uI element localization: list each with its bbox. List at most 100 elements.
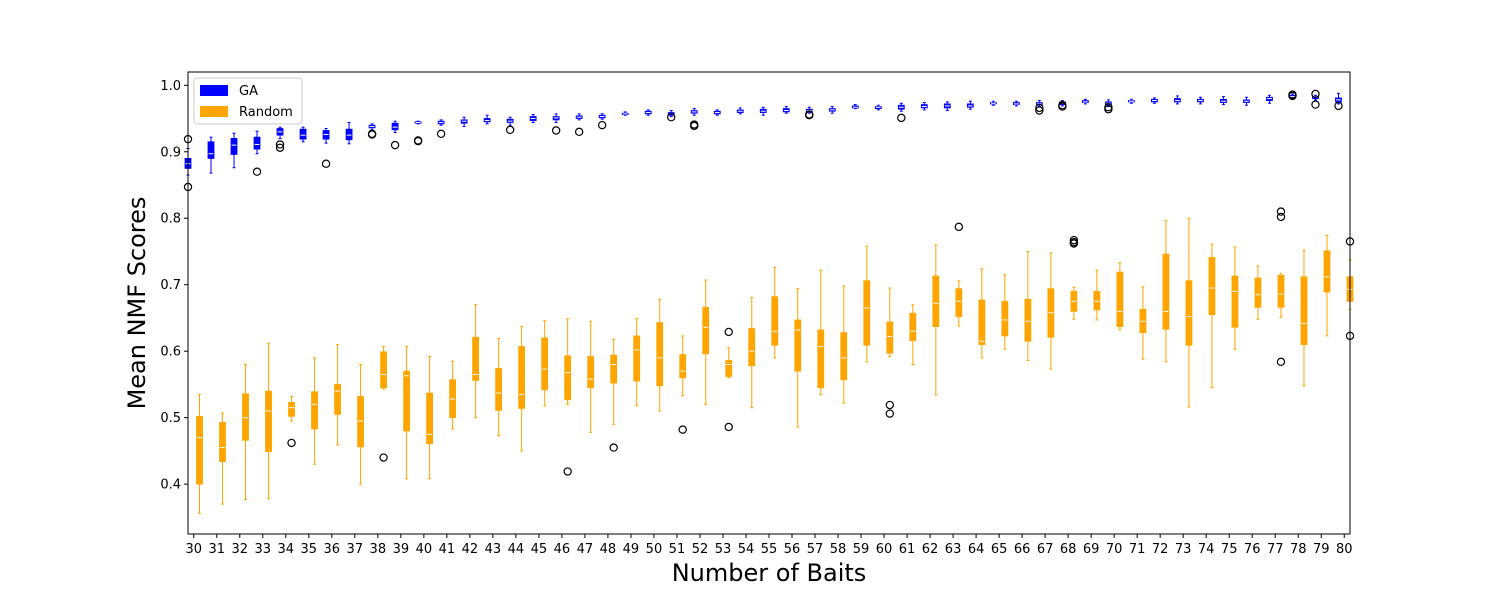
ga-flier — [1035, 106, 1044, 115]
ga-box-group — [667, 110, 676, 122]
ga-box-group — [1243, 96, 1250, 106]
random-flier — [885, 409, 895, 418]
x-tick-label: 66 — [1014, 542, 1031, 557]
random-box-group — [771, 266, 779, 359]
random-box-group — [426, 356, 434, 480]
random-box-group — [656, 298, 664, 412]
ga-box-group — [1220, 96, 1227, 106]
ga-flier — [574, 127, 584, 137]
random-box-group — [678, 335, 687, 434]
random-box — [932, 275, 940, 327]
random-box — [380, 351, 387, 389]
ga-flier — [413, 136, 423, 146]
random-box — [817, 329, 825, 389]
random-box-group — [724, 327, 733, 432]
ga-box-group — [1012, 100, 1020, 107]
random-box-group — [219, 412, 226, 505]
random-box-group — [1254, 265, 1262, 320]
random-box — [656, 322, 664, 387]
ga-flier — [1104, 105, 1113, 114]
x-tick-label: 55 — [761, 542, 778, 557]
random-flier — [954, 222, 964, 232]
ga-box-group — [759, 106, 767, 116]
random-flier — [1276, 207, 1286, 216]
random-box — [311, 391, 318, 430]
random-box-group — [1276, 207, 1286, 367]
ga-box-group — [390, 120, 400, 150]
random-box-group — [449, 360, 457, 430]
random-box-group — [1323, 235, 1331, 337]
random-box — [748, 328, 756, 367]
axis-ticks: 0.4 0.5 0.6 0.7 0.8 0.9 1.0 30 31 32 33 34 35 36 37 38 3… — [160, 79, 1352, 557]
random-box — [426, 392, 434, 444]
x-tick-label: 69 — [1083, 542, 1100, 557]
random-box-group — [379, 346, 388, 462]
ga-box-group — [851, 104, 859, 110]
random-flier — [1276, 212, 1286, 222]
x-tick-label: 47 — [577, 542, 594, 557]
random-flier — [379, 453, 388, 462]
random-box — [472, 336, 480, 381]
random-box-group — [932, 244, 940, 396]
random-box-group — [587, 320, 595, 433]
random-box — [633, 335, 641, 382]
x-tick-label: 79 — [1313, 542, 1330, 557]
ga-flier — [667, 113, 676, 122]
random-box — [403, 370, 410, 432]
ga-flier — [252, 167, 262, 176]
ga-box-group — [460, 116, 468, 128]
random-box-group — [265, 342, 272, 500]
ga-box-group — [574, 113, 584, 137]
x-tick-label: 31 — [208, 542, 225, 557]
random-box — [518, 346, 526, 409]
random-box — [219, 421, 226, 462]
ga-box — [207, 141, 215, 159]
ga-box-group — [805, 106, 814, 120]
y-tick-label: 0.9 — [160, 145, 181, 160]
y-tick-label: 0.4 — [160, 478, 181, 493]
random-box-group — [609, 338, 618, 452]
random-box — [265, 390, 272, 452]
ga-box-group — [436, 119, 446, 139]
x-tick-label: 73 — [1175, 542, 1192, 557]
random-flier — [609, 443, 618, 452]
x-tick-label: 53 — [715, 542, 732, 557]
random-box — [1162, 253, 1170, 330]
random-flier — [1069, 239, 1079, 248]
random-box-group — [563, 318, 572, 476]
random-flier — [678, 425, 687, 434]
x-tick-label: 36 — [324, 542, 341, 557]
ga-box-group — [1266, 94, 1273, 104]
x-tick-label: 56 — [784, 542, 801, 557]
random-box — [702, 306, 710, 355]
x-tick-label: 33 — [255, 542, 272, 557]
y-tick-label: 1.0 — [160, 79, 181, 94]
random-box-group — [357, 363, 364, 485]
random-flier — [1276, 357, 1286, 367]
ga-box-group — [367, 123, 377, 139]
ga-flier — [1035, 103, 1044, 113]
ga-box — [230, 138, 238, 155]
ga-box — [299, 128, 307, 140]
ga-box-group — [505, 116, 515, 135]
ga-box-group — [1334, 92, 1343, 111]
ga-box-group — [920, 102, 928, 111]
random-box-group — [633, 318, 641, 407]
x-tick-label: 70 — [1106, 542, 1123, 557]
ga-box-group — [897, 102, 906, 123]
x-tick-label: 75 — [1221, 542, 1238, 557]
ga-box-group — [275, 126, 285, 152]
x-tick-label: 76 — [1244, 542, 1261, 557]
random-box — [196, 415, 203, 485]
random-box — [587, 356, 595, 389]
random-box-group — [702, 279, 710, 405]
random-box-group — [1047, 252, 1055, 370]
random-flier — [885, 400, 895, 410]
x-tick-label: 43 — [485, 542, 502, 557]
random-box-group — [196, 393, 203, 514]
x-tick-label: 72 — [1152, 542, 1169, 557]
ga-flier — [805, 111, 814, 120]
random-box — [541, 337, 549, 391]
ga-box-group — [644, 109, 652, 116]
